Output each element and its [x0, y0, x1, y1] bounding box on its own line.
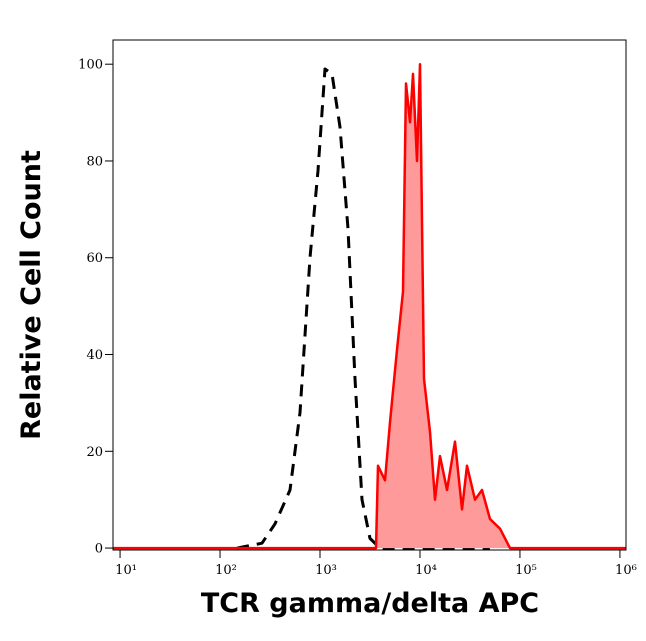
- x-tick-label: 10²: [215, 563, 237, 578]
- x-tick-label: 10⁵: [515, 563, 537, 578]
- y-tick-label: 100: [78, 58, 103, 73]
- y-tick-label: 80: [86, 154, 103, 169]
- x-tick-label: 10⁴: [415, 563, 437, 578]
- x-tick-label: 10⁶: [615, 563, 637, 578]
- y-tick-label: 0: [95, 542, 103, 557]
- y-tick-label: 20: [86, 445, 103, 460]
- y-tick-label: 40: [86, 348, 103, 363]
- plot-frame: [112, 39, 627, 551]
- line: [113, 62, 626, 550]
- y-tick-label: 60: [86, 251, 103, 266]
- x-axis-title: TCR gamma/delta APC: [201, 588, 539, 619]
- line: [236, 67, 490, 550]
- x-tick-label: 10¹: [115, 563, 137, 578]
- y-axis-title: Relative Cell Count: [16, 150, 47, 440]
- x-tick-label: 10³: [315, 563, 337, 578]
